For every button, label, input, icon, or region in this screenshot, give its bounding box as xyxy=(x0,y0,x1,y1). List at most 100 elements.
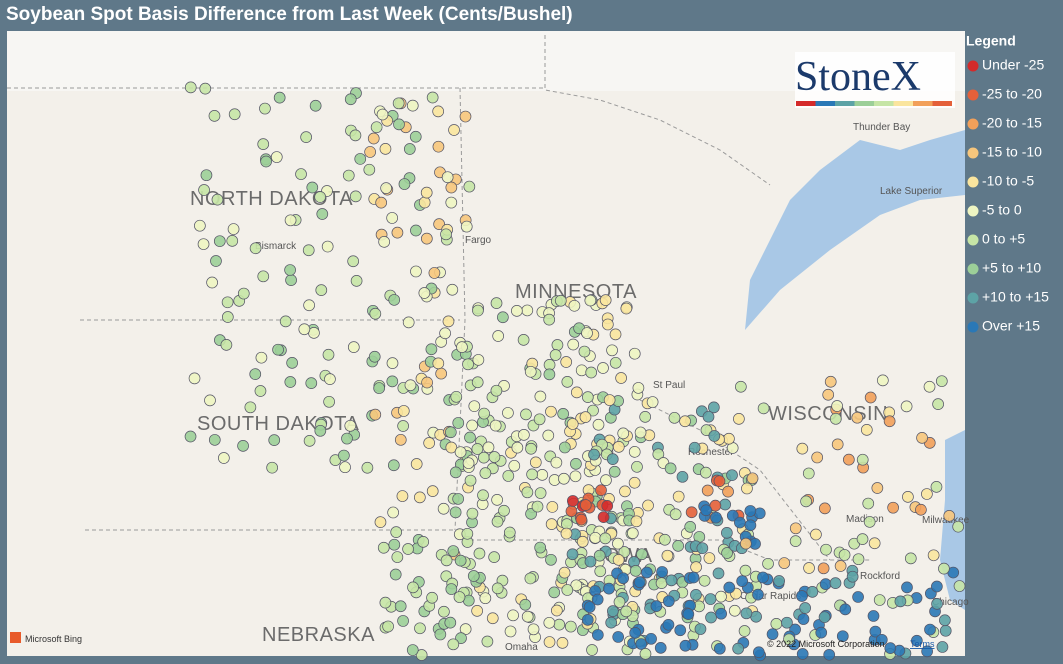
station-dot xyxy=(662,618,675,631)
station-dot xyxy=(619,485,631,498)
station-dot xyxy=(566,548,579,561)
station-dot xyxy=(838,549,851,561)
city-label: Rockford xyxy=(860,571,900,582)
station-dot xyxy=(524,572,537,585)
station-dot xyxy=(702,410,715,423)
station-dot xyxy=(454,554,467,567)
station-dot xyxy=(867,610,880,622)
station-dot xyxy=(342,169,355,182)
copyright: © 2022 Microsoft Corporation xyxy=(767,639,885,649)
station-dot xyxy=(551,339,564,351)
station-dot xyxy=(630,515,643,528)
station-dot xyxy=(525,442,537,455)
station-dot xyxy=(629,564,642,577)
station-dot xyxy=(502,470,515,482)
station-dot xyxy=(635,638,648,650)
station-dot xyxy=(197,238,210,251)
station-dot xyxy=(628,445,641,458)
station-dot xyxy=(374,516,387,529)
station-dot xyxy=(834,560,847,572)
station-dot xyxy=(719,498,732,511)
station-dot xyxy=(285,274,297,286)
station-dot xyxy=(687,571,700,584)
station-dot xyxy=(397,615,409,627)
station-dot xyxy=(752,646,765,659)
station-dot xyxy=(696,542,709,555)
station-dot xyxy=(425,343,438,356)
station-dot xyxy=(789,535,802,547)
station-dot xyxy=(583,601,596,613)
station-dot xyxy=(406,99,419,112)
station-dot xyxy=(391,551,404,563)
legend-label: +5 to +10 xyxy=(982,260,1041,276)
station-dot xyxy=(432,140,445,153)
station-dot xyxy=(582,391,594,403)
station-dot xyxy=(438,605,450,618)
station-dot xyxy=(744,505,757,517)
station-dot xyxy=(831,438,844,451)
station-dot xyxy=(617,427,630,440)
station-dot xyxy=(669,508,682,521)
station-dot xyxy=(863,516,876,528)
station-dot xyxy=(208,434,221,446)
station-dot xyxy=(789,522,802,535)
station-dot xyxy=(204,394,216,407)
station-dot xyxy=(486,612,499,625)
station-dot xyxy=(594,565,607,578)
station-dot xyxy=(464,431,476,444)
station-dot xyxy=(740,607,753,620)
bing-icon xyxy=(10,632,21,643)
station-dot xyxy=(444,426,457,439)
station-dot xyxy=(488,451,501,463)
station-dot xyxy=(390,526,403,538)
station-dot xyxy=(746,472,759,485)
station-dot xyxy=(418,196,431,209)
station-dot xyxy=(464,474,477,487)
station-dot xyxy=(599,532,612,545)
station-dot xyxy=(612,554,625,566)
city-label: Cedar Rapids xyxy=(740,591,801,602)
station-dot xyxy=(502,407,514,419)
station-dot xyxy=(605,616,618,629)
station-dot xyxy=(347,341,360,353)
station-dot xyxy=(634,426,647,439)
station-dot xyxy=(321,240,334,253)
station-dot xyxy=(440,228,452,241)
legend-label: +10 to +15 xyxy=(982,289,1049,305)
station-dot xyxy=(699,466,712,479)
station-dot xyxy=(413,491,426,504)
terms-link[interactable]: Terms xyxy=(910,639,935,649)
logo-stripe xyxy=(796,101,952,106)
legend-swatch xyxy=(967,321,979,333)
station-dot xyxy=(213,235,226,248)
station-dot xyxy=(521,304,534,317)
station-dot xyxy=(856,453,869,466)
station-dot xyxy=(488,551,501,564)
station-dot xyxy=(931,598,943,610)
station-dot xyxy=(646,396,659,408)
station-dot xyxy=(314,424,327,437)
station-dot xyxy=(543,368,556,381)
station-dot xyxy=(524,365,537,378)
station-dot xyxy=(472,354,485,366)
station-dot xyxy=(819,578,832,590)
station-dot xyxy=(546,501,559,513)
station-dot xyxy=(735,380,747,393)
station-dot xyxy=(467,570,480,582)
station-dot xyxy=(620,605,633,618)
station-dot xyxy=(433,218,445,230)
station-dot xyxy=(864,391,877,404)
legend-swatch xyxy=(967,60,979,72)
station-dot xyxy=(388,294,401,306)
station-dot xyxy=(700,504,712,517)
station-dot xyxy=(521,610,534,623)
station-dot xyxy=(397,420,409,432)
station-dot xyxy=(723,581,736,594)
station-dot xyxy=(708,401,720,414)
station-dot xyxy=(386,357,399,369)
station-dot xyxy=(536,469,549,481)
station-dot xyxy=(228,108,241,121)
station-dot xyxy=(456,341,468,353)
station-dot xyxy=(432,357,445,370)
